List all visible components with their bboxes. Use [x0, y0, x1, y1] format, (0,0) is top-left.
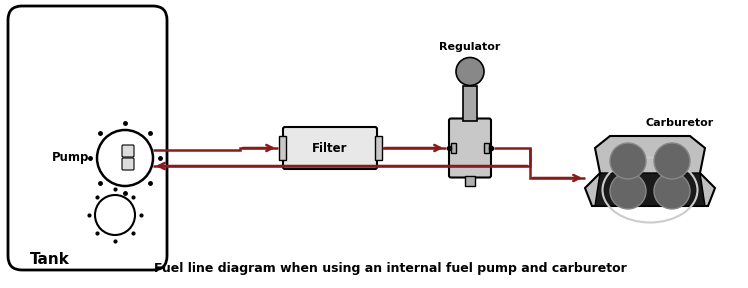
- Circle shape: [97, 130, 153, 186]
- Polygon shape: [595, 173, 705, 206]
- Text: Carburetor: Carburetor: [646, 118, 714, 128]
- Text: Filter: Filter: [312, 141, 348, 154]
- Bar: [463, 86, 477, 120]
- FancyBboxPatch shape: [122, 158, 134, 170]
- Text: Pump: Pump: [52, 151, 89, 164]
- Bar: [279, 136, 286, 160]
- Text: Fuel line diagram when using an internal fuel pump and carburetor: Fuel line diagram when using an internal…: [153, 262, 626, 275]
- Polygon shape: [585, 136, 715, 206]
- Circle shape: [654, 143, 690, 179]
- FancyBboxPatch shape: [122, 145, 134, 157]
- Bar: [465, 175, 475, 185]
- FancyBboxPatch shape: [283, 127, 377, 169]
- FancyBboxPatch shape: [449, 118, 491, 177]
- Circle shape: [654, 173, 690, 209]
- FancyBboxPatch shape: [8, 6, 167, 270]
- Bar: [451, 143, 456, 153]
- Circle shape: [456, 58, 484, 86]
- Circle shape: [610, 173, 646, 209]
- Circle shape: [610, 143, 646, 179]
- Bar: [484, 143, 489, 153]
- Circle shape: [95, 195, 135, 235]
- Text: Regulator: Regulator: [439, 41, 500, 52]
- Bar: [375, 136, 382, 160]
- Text: Tank: Tank: [30, 252, 70, 267]
